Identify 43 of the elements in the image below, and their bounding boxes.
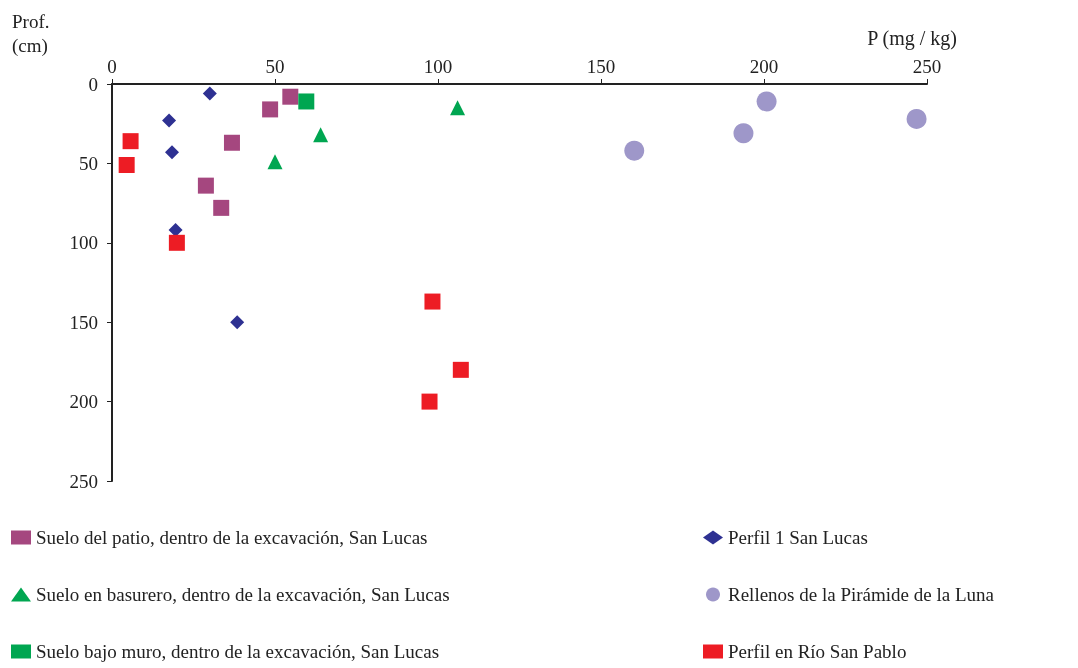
legend-label: Perfil 1 San Lucas [728, 527, 868, 548]
point [197, 177, 214, 194]
y-tick-label: 100 [69, 232, 98, 254]
x-tick-label: 200 [749, 56, 779, 77]
point [282, 88, 299, 105]
point [298, 93, 315, 110]
point [906, 108, 927, 129]
point [424, 293, 441, 310]
point [213, 199, 230, 216]
x-tick-label: 100 [423, 56, 453, 77]
y-tick-label: 0 [88, 73, 98, 95]
point [267, 154, 283, 170]
point [122, 133, 139, 150]
point [223, 134, 240, 151]
legend-label: Rellenos de la Pirámide de la Luna [728, 584, 995, 605]
legend-label: Perfil en Río San Pablo [728, 641, 907, 662]
point [202, 86, 217, 101]
y-tick-label: 200 [69, 391, 98, 413]
point [421, 393, 438, 410]
point [118, 156, 135, 173]
x-tick-label: 250 [912, 56, 942, 77]
x-axis-title: P (mg / kg) [867, 27, 957, 50]
point [168, 234, 185, 251]
legend-label: Suelo del patio, dentro de la excavación, San Lucas [36, 527, 428, 548]
y-tick-label: 50 [79, 152, 98, 174]
point [230, 315, 245, 330]
x-tick-label: 150 [586, 56, 616, 77]
point [452, 361, 469, 378]
y-axis-title: Prof. (cm) [12, 10, 50, 57]
point [733, 123, 754, 144]
point [162, 113, 177, 128]
point [262, 101, 279, 118]
x-tick-label: 50 [265, 56, 285, 77]
point [450, 100, 466, 116]
point [164, 145, 179, 160]
point [756, 91, 777, 112]
legend-label: Suelo en basurero, dentro de la excavación, San Lucas [36, 584, 450, 605]
y-tick-label: 250 [69, 470, 98, 492]
legend-label: Suelo bajo muro, dentro de la excavación, San Lucas [36, 641, 440, 662]
y-tick-label: 150 [69, 311, 98, 333]
point [313, 127, 329, 143]
point [624, 140, 645, 161]
x-tick-label: 0 [107, 56, 117, 77]
